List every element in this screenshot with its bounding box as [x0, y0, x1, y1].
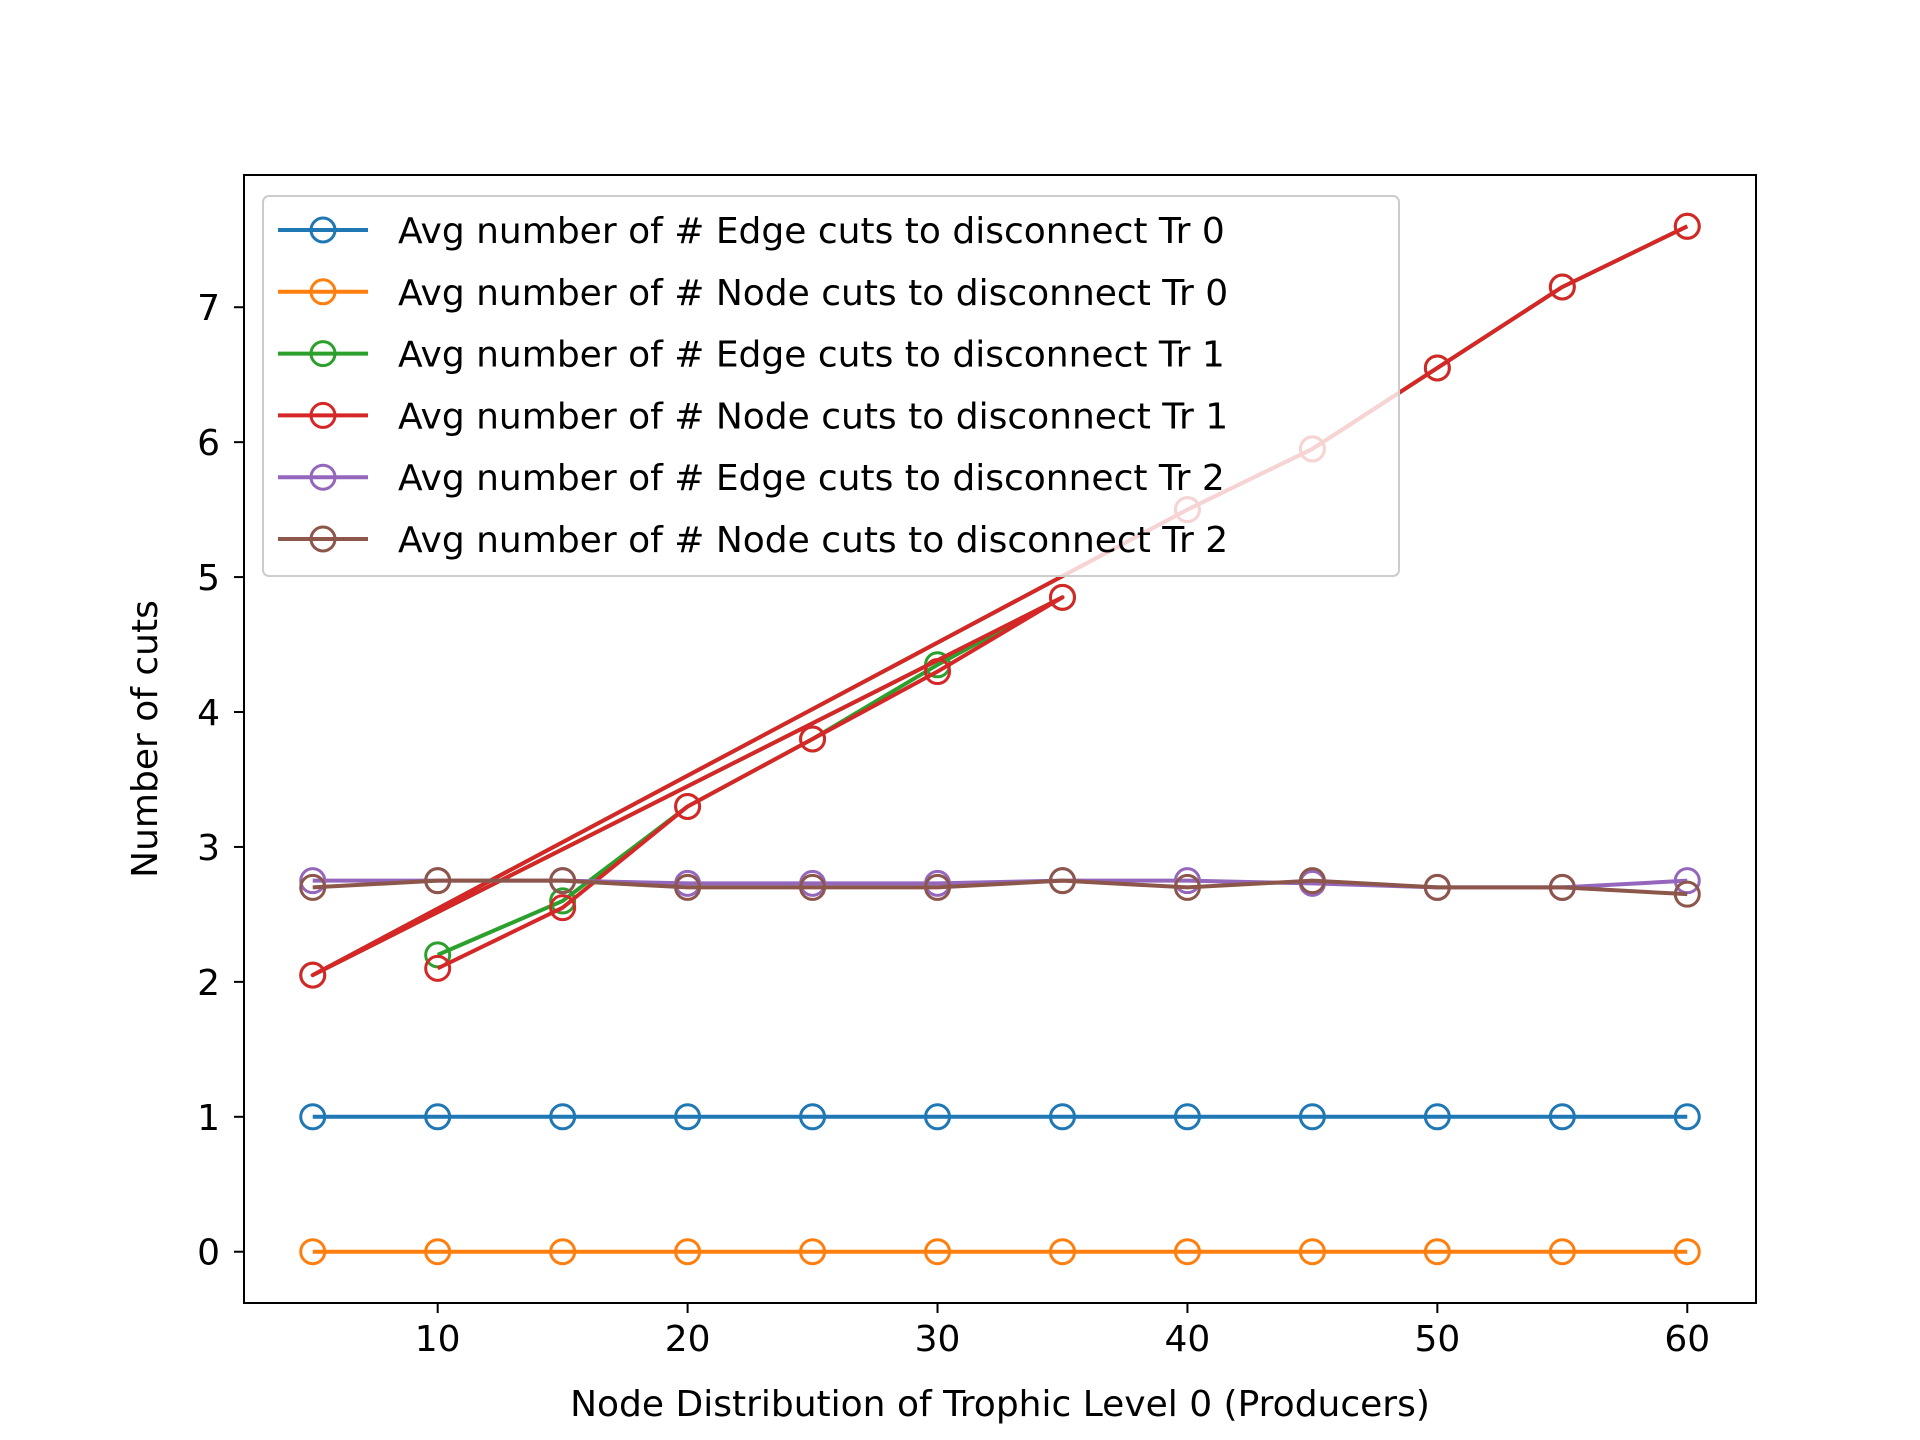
series-2	[299, 1238, 1701, 1266]
series-line	[312, 878, 1688, 897]
data-point	[299, 1238, 327, 1266]
y-tick-label: 2	[197, 963, 220, 1004]
x-tick-label: 10	[415, 1319, 461, 1360]
data-point	[799, 873, 827, 901]
data-point	[1423, 354, 1451, 382]
data-point	[299, 961, 327, 989]
data-point	[1423, 1103, 1451, 1131]
legend-box	[262, 195, 1400, 577]
data-point	[799, 1103, 827, 1131]
data-point	[1423, 1238, 1451, 1266]
x-axis-label: Node Distribution of Trophic Level 0 (Pr…	[570, 1384, 1430, 1425]
legend-label: Avg number of # Edge cuts to disconnect …	[398, 458, 1225, 499]
data-point	[799, 1238, 827, 1266]
legend-item: Avg number of # Node cuts to disconnect …	[278, 273, 1228, 314]
data-point	[1548, 873, 1576, 901]
data-point	[1548, 1238, 1576, 1266]
legend-item: Avg number of # Node cuts to disconnect …	[278, 396, 1228, 437]
data-point	[1173, 873, 1201, 901]
legend-item: Avg number of # Edge cuts to disconnect …	[278, 458, 1225, 499]
legend-marker	[309, 340, 337, 368]
data-point	[1673, 1238, 1701, 1266]
data-point	[549, 1103, 577, 1131]
legend-label: Avg number of # Edge cuts to disconnect …	[398, 335, 1225, 376]
legend-item: Avg number of # Edge cuts to disconnect …	[278, 335, 1225, 376]
data-point	[424, 1238, 452, 1266]
legend-marker	[309, 525, 337, 553]
data-point	[299, 1103, 327, 1131]
legend-label: Avg number of # Node cuts to disconnect …	[398, 273, 1228, 314]
x-tick-label: 20	[665, 1319, 711, 1360]
series-layer	[299, 212, 1701, 1266]
x-tick-label: 60	[1664, 1319, 1710, 1360]
data-point	[299, 873, 327, 901]
x-tick-label: 30	[915, 1319, 961, 1360]
legend-item: Avg number of # Edge cuts to disconnect …	[278, 211, 1225, 252]
data-point	[674, 1103, 702, 1131]
data-point	[1548, 1103, 1576, 1131]
data-point	[1173, 867, 1201, 895]
data-point	[924, 873, 952, 901]
legend: Avg number of # Edge cuts to disconnect …	[262, 195, 1400, 577]
y-axis-label: Number of cuts	[125, 600, 166, 878]
data-point	[1673, 212, 1701, 240]
data-point	[1298, 867, 1326, 895]
y-tick-label: 5	[197, 558, 220, 599]
axis-ticks: 10 20 30 40 50 60 0 1 2 3 4 5 6 7	[197, 288, 1710, 1360]
y-tick-label: 7	[197, 288, 220, 329]
data-point	[1423, 873, 1451, 901]
legend-marker	[309, 401, 337, 429]
data-point	[674, 792, 702, 820]
legend-label: Avg number of # Node cuts to disconnect …	[398, 520, 1228, 561]
data-point	[1548, 273, 1576, 301]
data-point	[1298, 1238, 1326, 1266]
legend-marker	[309, 278, 337, 306]
data-point	[674, 1238, 702, 1266]
data-point	[924, 658, 952, 686]
data-point	[299, 867, 327, 895]
data-point	[549, 887, 577, 915]
y-tick-label: 0	[197, 1233, 220, 1274]
data-point	[924, 1103, 952, 1131]
series-line	[310, 224, 1689, 978]
data-point	[1048, 1238, 1076, 1266]
data-point	[1048, 583, 1076, 611]
y-tick-label: 3	[197, 828, 220, 869]
data-point	[549, 894, 577, 922]
data-point	[924, 1238, 952, 1266]
data-point	[1048, 1103, 1076, 1131]
data-point	[799, 725, 827, 753]
data-point	[424, 867, 452, 895]
legend-marker	[309, 463, 337, 491]
data-point	[424, 1103, 452, 1131]
data-point	[549, 867, 577, 895]
data-point	[1048, 867, 1076, 895]
x-tick-label: 50	[1414, 1319, 1460, 1360]
data-point	[1173, 1238, 1201, 1266]
legend-marker	[309, 216, 337, 244]
x-tick-label: 40	[1165, 1319, 1211, 1360]
y-tick-label: 4	[197, 693, 220, 734]
data-point	[1173, 1103, 1201, 1131]
plot-frame	[243, 174, 1757, 1304]
series-6	[299, 867, 1701, 908]
legend-label: Avg number of # Node cuts to disconnect …	[398, 396, 1228, 437]
data-point	[674, 873, 702, 901]
data-point	[1298, 1103, 1326, 1131]
series-1	[299, 1103, 1701, 1131]
data-point	[1673, 880, 1701, 908]
data-point	[1673, 1103, 1701, 1131]
legend-label: Avg number of # Edge cuts to disconnect …	[398, 211, 1225, 252]
y-tick-label: 1	[197, 1098, 220, 1139]
y-tick-label: 6	[197, 423, 220, 464]
data-point	[549, 1238, 577, 1266]
data-point	[424, 954, 452, 982]
legend-item: Avg number of # Node cuts to disconnect …	[278, 520, 1228, 561]
series-4	[299, 212, 1701, 989]
